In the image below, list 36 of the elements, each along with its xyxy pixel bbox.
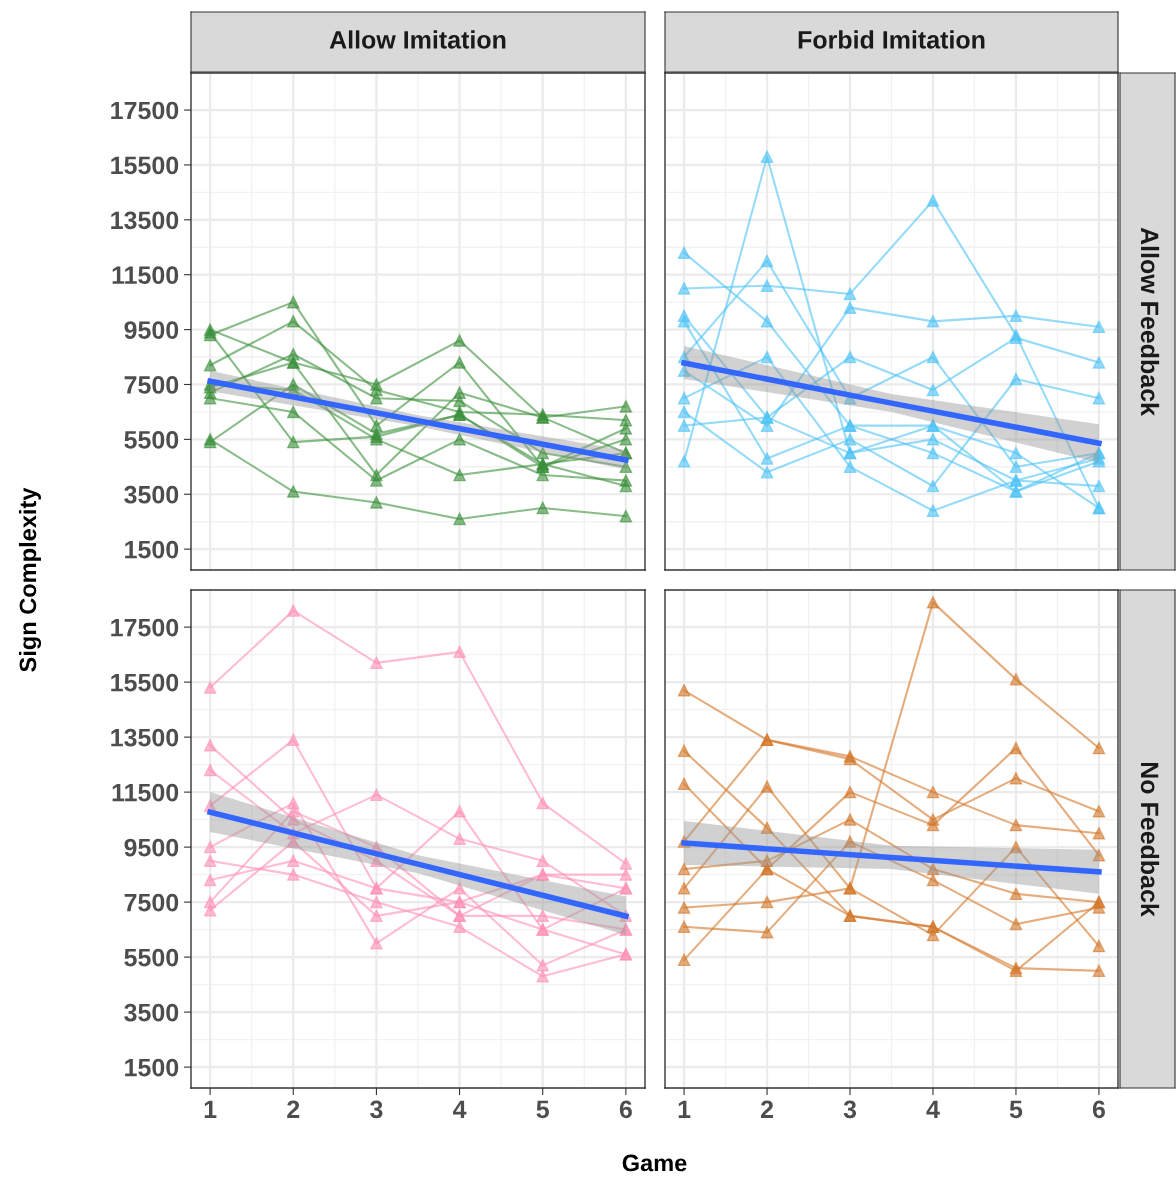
- x-tick-label: 5: [1009, 1100, 1023, 1119]
- x-tick-label: 6: [619, 1100, 632, 1119]
- y-tick-label: 11500: [112, 266, 179, 285]
- y-tick-label: 5500: [124, 430, 179, 449]
- y-tick-label: 15500: [111, 156, 179, 175]
- y-tick-label: 1500: [125, 540, 179, 559]
- y-tick-label: 9500: [124, 838, 179, 857]
- x-tick-label: 1: [678, 1100, 691, 1118]
- y-axis-title: Sign Complexity: [18, 487, 42, 672]
- text: Allow Feedback: [1140, 227, 1160, 416]
- y-tick-label: 7500: [124, 893, 179, 912]
- text: No Feedback: [1140, 762, 1160, 917]
- x-tick-label: 2: [760, 1100, 773, 1118]
- y-tick-label: 13500: [111, 728, 179, 747]
- y-tick-label: 7500: [124, 376, 179, 394]
- x-tick-label: 1: [204, 1100, 217, 1118]
- x-tick-label: 3: [843, 1100, 857, 1119]
- x-tick-label: 3: [370, 1100, 383, 1119]
- x-tick-label: 4: [926, 1100, 940, 1118]
- x-tick-label: 2: [287, 1100, 300, 1118]
- x-tick-label: 4: [453, 1100, 467, 1118]
- x-axis-title: Game: [622, 1154, 687, 1172]
- y-tick-label: 3500: [124, 1003, 179, 1022]
- chart-title: Forbid Imitation: [798, 30, 985, 49]
- y-tick-label: 9500: [124, 321, 179, 339]
- y-tick-label: 15500: [111, 673, 179, 692]
- y-tick-label: 17500: [111, 101, 179, 120]
- y-tick-label: 17500: [111, 618, 179, 637]
- y-tick-label: 13500: [111, 211, 179, 230]
- x-tick-label: 5: [536, 1100, 549, 1119]
- y-tick-label: 11500: [112, 783, 179, 802]
- x-tick-label: 6: [1092, 1100, 1105, 1119]
- chart-title: Allow Imitation: [329, 30, 506, 49]
- y-tick-label: 1500: [125, 1058, 179, 1077]
- y-tick-label: 3500: [124, 485, 179, 504]
- y-tick-label: 5500: [124, 948, 179, 967]
